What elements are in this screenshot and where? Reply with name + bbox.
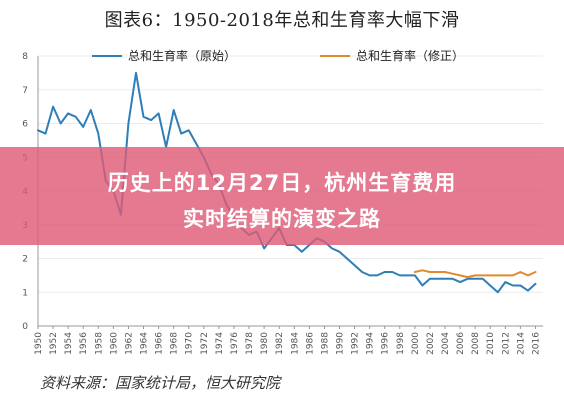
legend: 总和生育率（原始） 总和生育率（修正）: [92, 48, 464, 63]
chart-source-note: 资料来源：国家统计局，恒大研究院: [40, 374, 281, 392]
x-tick-label: 2008: [471, 332, 481, 355]
x-tick-label: 1984: [290, 332, 300, 355]
headline-banner[interactable]: 历史上的12月27日，杭州生育费用 实时结算的演变之路: [0, 147, 564, 245]
x-tick-label: 2000: [411, 332, 421, 355]
x-tick-label: 1972: [200, 332, 210, 355]
legend-item-revised-label: 总和生育率（修正）: [356, 48, 464, 63]
legend-item-original-label: 总和生育率（原始）: [128, 48, 236, 63]
y-tick-label: 8: [22, 52, 28, 62]
x-tick-label: 1966: [155, 332, 165, 355]
x-tick-label: 1952: [49, 332, 59, 355]
x-tick-label: 1960: [109, 332, 119, 355]
x-tick-label: 1982: [275, 332, 285, 355]
x-tick-label: 1962: [124, 332, 134, 355]
x-tick-label: 1998: [396, 332, 406, 355]
y-tick-label: 7: [22, 86, 28, 96]
chart-title: 图表6：1950-2018年总和生育率大幅下滑: [104, 10, 460, 31]
x-tick-label: 1968: [170, 332, 180, 355]
headline-line-1: 历史上的12月27日，杭州生育费用: [107, 171, 457, 195]
x-tick-label: 1978: [245, 332, 255, 355]
x-tick-label: 1964: [140, 332, 150, 355]
y-tick-label: 2: [22, 255, 28, 265]
x-tick-label: 2014: [516, 332, 526, 355]
x-tick-label: 1980: [260, 332, 270, 355]
y-tick-label: 6: [22, 120, 28, 130]
headline-line-2: 实时结算的演变之路: [183, 207, 381, 231]
x-tick-label: 1990: [335, 332, 345, 355]
x-tick-label: 2004: [441, 332, 451, 355]
series-line-revised: [413, 269, 537, 279]
x-tick-label: 1992: [351, 332, 361, 355]
x-tick-label: 2010: [486, 332, 496, 355]
x-tick-label: 1976: [230, 332, 240, 355]
y-tick-label: 0: [22, 322, 28, 332]
x-tick-label: 1950: [34, 332, 44, 355]
x-tick-label: 2012: [501, 332, 511, 355]
x-tick-label: 1986: [305, 332, 315, 355]
x-tick-label: 2016: [531, 332, 541, 355]
x-tick-label: 1954: [64, 332, 74, 355]
x-tick-label: 1988: [320, 332, 330, 355]
x-tick-label: 2002: [426, 332, 436, 355]
x-tick-label: 1956: [79, 332, 89, 355]
x-tick-label: 1970: [185, 332, 195, 355]
y-tick-label: 1: [22, 288, 28, 298]
x-tick-label: 1974: [215, 332, 225, 355]
x-tick-label: 1958: [94, 332, 104, 355]
x-tick-label: 2006: [456, 332, 466, 355]
x-tick-label: 1994: [366, 332, 376, 355]
x-tick-label: 1996: [381, 332, 391, 355]
